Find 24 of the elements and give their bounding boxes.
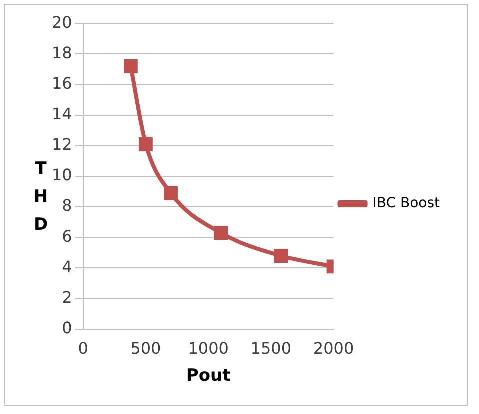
- y-tick-label: 12: [52, 135, 72, 154]
- point: [214, 226, 228, 240]
- y-tick-label: 6: [62, 226, 72, 246]
- y-tick-label: 16: [52, 74, 72, 93]
- y-tick-label: 4: [62, 257, 72, 276]
- y-tick-label: 14: [52, 104, 72, 124]
- x-tick-label: 500: [130, 339, 162, 358]
- y-tick-label: 8: [62, 196, 72, 216]
- x-tick-label: 2000: [313, 339, 354, 358]
- y-tick-label: 18: [52, 43, 72, 62]
- x-axis-title: Pout: [186, 366, 231, 386]
- y-tick-label: 2: [62, 288, 72, 307]
- y-tick-label: 0: [62, 318, 72, 338]
- y-tick-label: 10: [52, 166, 72, 185]
- y-axis-title: THD: [33, 158, 49, 237]
- point: [274, 249, 288, 263]
- legend-label: IBC Boost: [372, 196, 441, 212]
- point: [164, 186, 178, 200]
- x-tick-label: 0: [78, 339, 88, 358]
- y-tick-label: 20: [52, 12, 72, 32]
- x-tick-label: 1500: [250, 339, 292, 358]
- point: [124, 59, 138, 74]
- x-tick-label: 1000: [188, 339, 229, 358]
- point: [139, 137, 153, 152]
